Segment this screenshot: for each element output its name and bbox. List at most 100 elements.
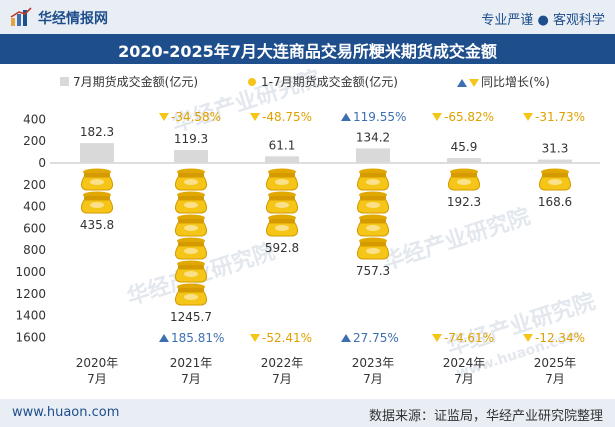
growth-down-icon (250, 113, 260, 121)
monthly-bar (174, 149, 208, 163)
coin-jar-neck (360, 242, 386, 246)
legend-growth-label: 同比增长(%) (481, 75, 550, 89)
coin-jar-shine (275, 179, 289, 185)
coin-jar-neck (84, 173, 110, 177)
coin-jar-shine (366, 225, 380, 231)
coin-jar-neck (360, 219, 386, 223)
legend-cumulative-icon (248, 78, 256, 86)
x-tick-label-year: 2020年 (76, 356, 119, 370)
monthly-growth-label: -65.82% (444, 110, 494, 124)
growth-up-icon (341, 113, 351, 121)
y-tick-label: 200 (23, 134, 46, 148)
coin-jar-shine (366, 202, 380, 208)
y-tick-label: 800 (23, 243, 46, 257)
y-tick-label: 600 (23, 221, 46, 235)
coin-jar-neck (178, 242, 204, 246)
y-axis: 400 200 0 200 400 600 800 1000 1200 1400 1600 (15, 112, 600, 344)
growth-down-icon (159, 113, 169, 121)
title-bar: 2020-2025年7月大连商品交易所粳米期货成交金额 (0, 34, 615, 64)
coin-jar-shine (184, 202, 198, 208)
y-tick-label: 1600 (15, 330, 46, 344)
legend-monthly-label: 7月期货成交金额(亿元) (73, 74, 198, 89)
coin-jar-shine (548, 179, 562, 185)
monthly-value-label: 134.2 (356, 130, 390, 144)
growth-up-icon (159, 334, 169, 342)
coin-jar-shine (184, 225, 198, 231)
coin-jar-neck (360, 196, 386, 200)
y-tick-label: 400 (23, 112, 46, 126)
coin-jar-neck (269, 219, 295, 223)
x-tick-label-year: 2021年 (170, 356, 213, 370)
coin-jar-neck (84, 196, 110, 200)
x-tick-label-month: 7月 (181, 372, 201, 386)
coin-jar-neck (542, 173, 568, 177)
coin-jar-icon (174, 191, 208, 214)
coin-jar-shine (184, 248, 198, 254)
coin-jar-icon (265, 191, 299, 214)
coin-jar-shine (457, 179, 471, 185)
watermark-text: 华经产业研究院 (379, 203, 534, 275)
x-tick-label-year: 2024年 (443, 356, 486, 370)
x-tick-label-year: 2025年 (534, 356, 577, 370)
x-tick-label-year: 2023年 (352, 356, 395, 370)
monthly-value-label: 31.3 (542, 142, 569, 156)
cumulative-value-label: 435.8 (80, 218, 114, 232)
cumulative-value-label: 168.6 (538, 195, 572, 209)
cumulative-growth-label: 185.81% (171, 331, 224, 345)
x-tick-label-year: 2022年 (261, 356, 304, 370)
coin-jar-icon (174, 237, 208, 260)
legend-up-triangle-icon (457, 79, 467, 87)
tagline: 专业严谨 ● 客观科学 (481, 13, 605, 28)
x-tick-label-month: 7月 (272, 372, 292, 386)
monthly-bar (538, 159, 572, 163)
coin-jar-icon (538, 168, 572, 191)
legend-cumulative-label: 1-7月期货成交金额(亿元) (261, 74, 398, 89)
coin-jar-icon (174, 168, 208, 191)
cumulative-growth-label: -52.41% (262, 331, 312, 345)
coin-jar-shine (275, 225, 289, 231)
coin-jar-shine (184, 294, 198, 300)
monthly-growth-label: -34.58% (171, 110, 221, 124)
chart-legend: 7月期货成交金额(亿元) 1-7月期货成交金额(亿元) 同比增长(%) (60, 74, 550, 89)
legend-monthly-swatch (60, 77, 69, 86)
growth-down-icon (432, 334, 442, 342)
coin-jar-neck (451, 173, 477, 177)
coin-jar-icon (174, 283, 208, 306)
coin-jar-neck (269, 173, 295, 177)
growth-down-icon (523, 113, 533, 121)
x-tick-label-month: 7月 (363, 372, 383, 386)
growth-down-icon (250, 334, 260, 342)
cumulative-value-label: 192.3 (447, 195, 481, 209)
chart-title: 2020-2025年7月大连商品交易所粳米期货成交金额 (118, 42, 497, 61)
coin-jar-icon (356, 237, 390, 260)
footer-url[interactable]: www.huaon.com (12, 405, 120, 420)
coin-jar-neck (360, 173, 386, 177)
coin-jar-icon (80, 168, 114, 191)
top-bar: 华经情报网 专业严谨 ● 客观科学 (0, 0, 615, 34)
chart-marks: 182.3 435.8 2020年 7月 119.3 1245.7 -34.58% 185.8… (76, 110, 585, 386)
cumulative-growth-label: 27.75% (353, 331, 399, 345)
y-tick-label: 0 (38, 156, 46, 170)
coin-jar-icon (80, 191, 114, 214)
cumulative-value-label: 1245.7 (170, 310, 212, 324)
coin-jar-neck (178, 288, 204, 292)
coin-jar-icon (174, 260, 208, 283)
cumulative-growth-label: -12.34% (535, 331, 585, 345)
coin-jar-shine (275, 202, 289, 208)
monthly-bar (265, 156, 299, 163)
coin-jar-icon (356, 168, 390, 191)
monthly-value-label: 182.3 (80, 125, 114, 139)
y-tick-label: 400 (23, 200, 46, 214)
brand-name[interactable]: 华经情报网 (38, 11, 108, 27)
y-tick-label: 1400 (15, 309, 46, 323)
y-tick-label: 200 (23, 178, 46, 192)
coin-jar-neck (178, 265, 204, 269)
coin-jar-icon (265, 214, 299, 237)
chart-area: 华经产业研究院华经产业研究院华经产业研究院华经产业研究院www.huaon.co… (15, 65, 600, 386)
x-tick-label-month: 7月 (87, 372, 107, 386)
coin-jar-shine (90, 202, 104, 208)
monthly-value-label: 61.1 (269, 138, 296, 152)
footer-source: 数据来源：证监局，华经产业研究院整理 (368, 409, 603, 424)
legend-down-triangle-icon (469, 79, 479, 87)
